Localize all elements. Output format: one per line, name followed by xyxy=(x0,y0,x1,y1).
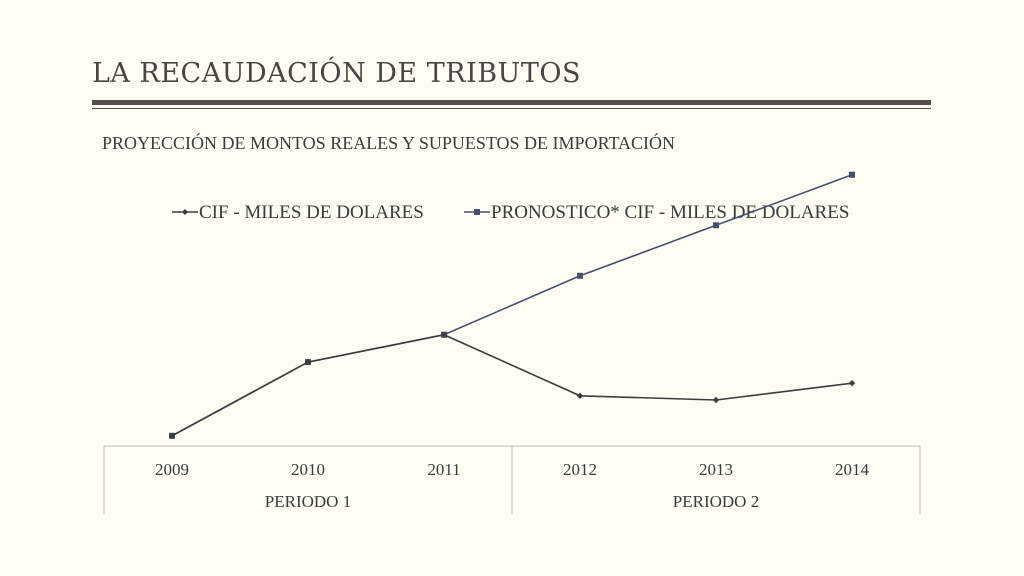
plot-area xyxy=(168,171,856,439)
x-tick-label: 2013 xyxy=(699,460,733,479)
title-rule-thin xyxy=(92,108,931,109)
data-point-actual xyxy=(440,331,448,338)
data-point-actual xyxy=(304,358,312,366)
data-point-actual xyxy=(168,432,176,439)
legend: CIF - MILES DE DOLARES PRONOSTICO* CIF -… xyxy=(172,202,849,223)
legend-label-forecast: PRONOSTICO* CIF - MILES DE DOLARES xyxy=(491,202,849,223)
category-axis: 2009 2010 2011 2012 2013 2014 PERIODO 1 … xyxy=(103,445,921,514)
series-line-actual xyxy=(171,333,853,437)
legend-marker-forecast xyxy=(474,209,480,215)
legend-marker-actual xyxy=(182,209,188,215)
chart-title: PROYECCIÓN DE MONTOS REALES Y SUPUESTOS … xyxy=(102,132,675,153)
x-group-label-periodo-1: PERIODO 1 xyxy=(265,492,351,511)
x-tick-label: 2012 xyxy=(563,460,597,479)
x-tick-label: 2011 xyxy=(427,460,460,479)
slide-title: LA RECAUDACIÓN DE TRIBUTOS xyxy=(92,58,581,89)
x-tick-label: 2009 xyxy=(155,460,189,479)
data-point-forecast xyxy=(713,222,719,229)
x-tick-label: 2014 xyxy=(835,460,870,479)
x-group-label-periodo-2: PERIODO 2 xyxy=(673,492,759,511)
data-point-actual xyxy=(576,392,584,399)
legend-item-actual: CIF - MILES DE DOLARES xyxy=(172,202,424,223)
data-point-actual xyxy=(712,396,720,404)
legend-item-forecast: PRONOSTICO* CIF - MILES DE DOLARES xyxy=(464,202,849,223)
data-point-forecast xyxy=(849,171,855,178)
x-tick-label: 2010 xyxy=(291,460,325,479)
title-rule-thick xyxy=(92,100,931,105)
legend-label-actual: CIF - MILES DE DOLARES xyxy=(199,202,424,223)
data-point-actual xyxy=(848,379,856,387)
data-point-forecast xyxy=(577,272,583,279)
